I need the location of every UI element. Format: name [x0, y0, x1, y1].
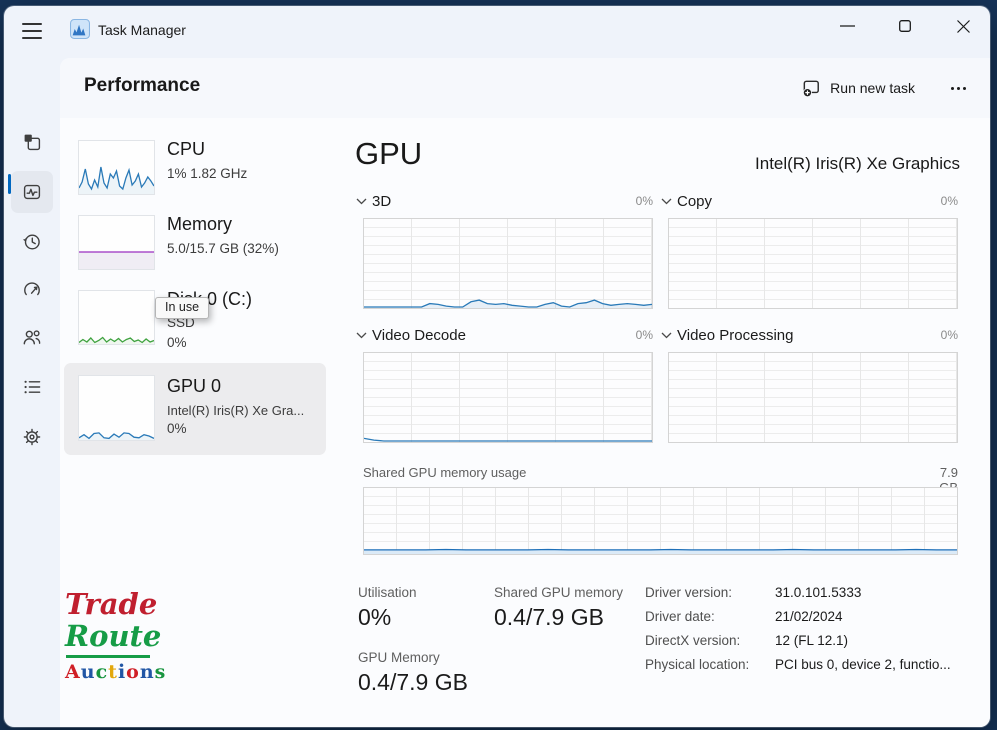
- chart-shared-memory: [363, 487, 958, 555]
- directx-version-value: 12 (FL 12.1): [775, 633, 849, 648]
- sidebar-item-users[interactable]: [11, 316, 53, 358]
- gpu-memory-label: GPU Memory: [358, 650, 440, 665]
- directx-version-label: DirectX version:: [645, 633, 741, 648]
- logo-line2: Route: [65, 619, 162, 653]
- gpu-adapter-name: Intel(R) Iris(R) Xe Graphics: [755, 154, 960, 173]
- shared-gpu-memory-value: 0.4/7.9 GB: [494, 604, 604, 630]
- app-title: Task Manager: [98, 22, 186, 38]
- perf-item-cpu-sub: 1% 1.82 GHz: [167, 166, 248, 181]
- gpu-panel-title: GPU: [355, 136, 423, 171]
- titlebar: Task Manager: [4, 6, 990, 58]
- chevron-down-icon[interactable]: [661, 198, 672, 205]
- engine-value: 0%: [940, 194, 958, 208]
- navigation-menu-button[interactable]: [22, 23, 42, 39]
- memory-mini-chart[interactable]: [78, 215, 155, 270]
- trade-route-auctions-logo: Trade Route Auctions: [65, 588, 225, 683]
- physical-location-label: Physical location:: [645, 657, 750, 672]
- history-icon: [23, 234, 40, 250]
- task-manager-logo-icon: [70, 19, 90, 39]
- page-header: Performance Run new task: [60, 58, 990, 118]
- perf-item-disk-sub2: 0%: [167, 335, 187, 350]
- main-panel: Performance Run new task CPU 1% 1.82 GHz…: [60, 58, 990, 727]
- logo-line1: Trade: [65, 587, 158, 621]
- driver-date-label: Driver date:: [645, 609, 715, 624]
- chart-copy: [668, 218, 958, 309]
- gauge-icon: [24, 282, 40, 296]
- list-icon: [24, 380, 41, 394]
- chart-video-processing: [668, 352, 958, 443]
- sidebar-item-startup-apps[interactable]: [11, 269, 53, 311]
- selected-accent-bar: [8, 174, 11, 194]
- engine-value: 0%: [635, 328, 653, 342]
- engine-header-video-processing: Video Processing 0%: [661, 325, 958, 345]
- physical-location-value: PCI bus 0, device 2, functio...: [775, 657, 951, 672]
- sidebar: [4, 58, 60, 727]
- perf-item-gpu-sub1: Intel(R) Iris(R) Xe Gra...: [167, 403, 305, 418]
- engine-header-video-decode: Video Decode 0%: [356, 325, 653, 345]
- page-title: Performance: [84, 75, 201, 96]
- engine-label[interactable]: Video Decode: [372, 326, 466, 344]
- utilisation-value: 0%: [358, 604, 392, 630]
- cpu-mini-chart[interactable]: [78, 140, 155, 195]
- engine-label[interactable]: Video Processing: [677, 326, 794, 344]
- shared-memory-chart-label: Shared GPU memory usage: [363, 465, 527, 480]
- in-use-tooltip: In use: [155, 297, 210, 319]
- more-options-button[interactable]: [938, 72, 978, 104]
- utilisation-label: Utilisation: [358, 585, 417, 600]
- run-new-task-label: Run new task: [830, 80, 915, 96]
- maximize-button[interactable]: [882, 6, 928, 46]
- chart-video-decode: [363, 352, 653, 443]
- performance-icon: [23, 184, 41, 200]
- minimize-button[interactable]: [824, 6, 870, 46]
- driver-date-value: 21/02/2024: [775, 609, 843, 624]
- more-options-icon: [950, 86, 954, 90]
- engine-value: 0%: [940, 328, 958, 342]
- logo-divider: [66, 655, 150, 658]
- processes-icon: [24, 134, 32, 142]
- driver-version-value: 31.0.101.5333: [775, 585, 862, 600]
- close-button[interactable]: [940, 6, 986, 46]
- perf-item-gpu-sub2: 0%: [167, 421, 187, 436]
- sidebar-item-performance[interactable]: [11, 171, 53, 213]
- run-new-task-button[interactable]: Run new task: [801, 72, 915, 104]
- chevron-down-icon[interactable]: [661, 332, 672, 339]
- gpu-mini-chart[interactable]: [78, 375, 155, 441]
- engine-label[interactable]: 3D: [372, 192, 392, 210]
- logo-line3: Auctions: [65, 661, 167, 683]
- sidebar-item-app-history[interactable]: [11, 221, 53, 263]
- disk-mini-chart[interactable]: [78, 290, 155, 345]
- sidebar-item-details[interactable]: [11, 366, 53, 408]
- sidebar-item-services[interactable]: [11, 416, 53, 458]
- users-icon: [23, 330, 41, 345]
- engine-label[interactable]: Copy: [677, 192, 713, 210]
- driver-version-label: Driver version:: [645, 585, 733, 600]
- sidebar-item-processes[interactable]: [11, 121, 53, 163]
- engine-header-copy: Copy 0%: [661, 191, 958, 211]
- chevron-down-icon[interactable]: [356, 198, 367, 205]
- perf-item-gpu-title[interactable]: GPU 0: [167, 376, 222, 396]
- gpu-memory-value: 0.4/7.9 GB: [358, 669, 468, 695]
- engine-header-3d: 3D 0%: [356, 191, 653, 211]
- run-new-task-icon: [803, 80, 820, 98]
- shared-gpu-memory-label: Shared GPU memory: [494, 585, 624, 600]
- perf-item-memory-title[interactable]: Memory: [167, 214, 233, 234]
- engine-value: 0%: [635, 194, 653, 208]
- chevron-down-icon[interactable]: [356, 332, 367, 339]
- services-gear-icon: [23, 428, 41, 446]
- perf-item-memory-sub: 5.0/15.7 GB (32%): [167, 241, 279, 256]
- perf-item-cpu-title[interactable]: CPU: [167, 139, 206, 159]
- chart-3d: [363, 218, 653, 309]
- task-manager-window: Task Manager: [4, 6, 990, 727]
